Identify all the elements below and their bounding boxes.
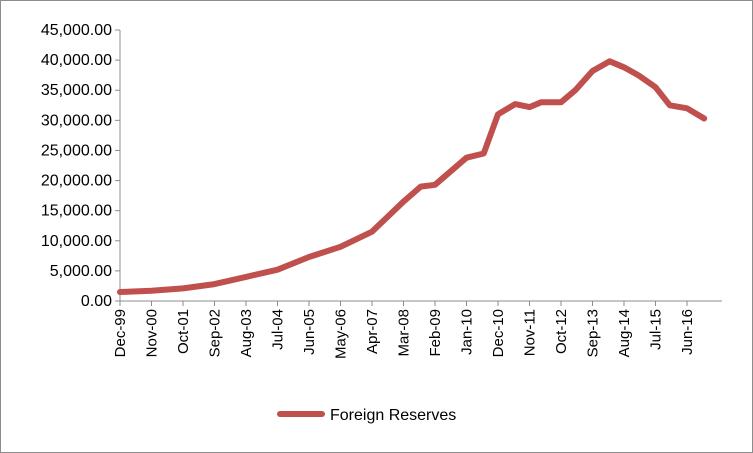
y-tick-label: 25,000.00 [41,142,112,159]
x-tick-label: Nov-11 [522,309,539,356]
x-tick-label: Aug-03 [238,309,255,357]
x-tick-label: Mar-08 [396,309,413,357]
y-tick-label: 10,000.00 [41,233,112,250]
x-tick-label: Dec-10 [490,309,507,357]
x-tick-label: Apr-07 [364,309,381,354]
x-tick-label: Sep-02 [207,309,224,357]
y-tick-label: 0.00 [81,293,112,310]
x-tick-label: Oct-01 [175,309,192,354]
x-tick-label: Jun-05 [301,309,318,355]
x-tick-label: Aug-14 [616,309,633,357]
x-tick-label: Oct-12 [553,309,570,354]
x-tick-label: Feb-09 [427,309,444,357]
y-axis-ticks: 0.00 5,000.00 10,000.00 15,000.00 20,000.00 2… [41,22,120,310]
legend-label-foreign-reserves: Foreign Reserves [330,407,456,424]
y-tick-label: 40,000.00 [41,52,112,69]
x-tick-label: Jun-16 [679,309,696,355]
y-tick-label: 5,000.00 [50,263,112,280]
x-tick-label: Dec-99 [112,309,129,357]
y-tick-label: 30,000.00 [41,112,112,129]
y-tick-label: 35,000.00 [41,82,112,99]
x-tick-label: Jul-04 [270,309,287,350]
x-tick-label: Jul-15 [648,309,665,350]
y-tick-label: 15,000.00 [41,203,112,220]
x-tick-label: Jan-10 [459,309,476,355]
y-tick-label: 20,000.00 [41,173,112,190]
x-tick-label: Nov-00 [144,309,161,357]
x-tick-label: Sep-13 [585,309,602,357]
x-axis-ticks: Dec-99 Nov-00 Oct-01 Sep-02 Aug-03 Jul-04 Jun-… [112,301,696,359]
legend: Foreign Reserves [277,407,456,424]
y-tick-label: 45,000.00 [41,22,112,39]
x-tick-label: May-06 [333,309,350,359]
series-line-foreign-reserves [117,58,708,295]
